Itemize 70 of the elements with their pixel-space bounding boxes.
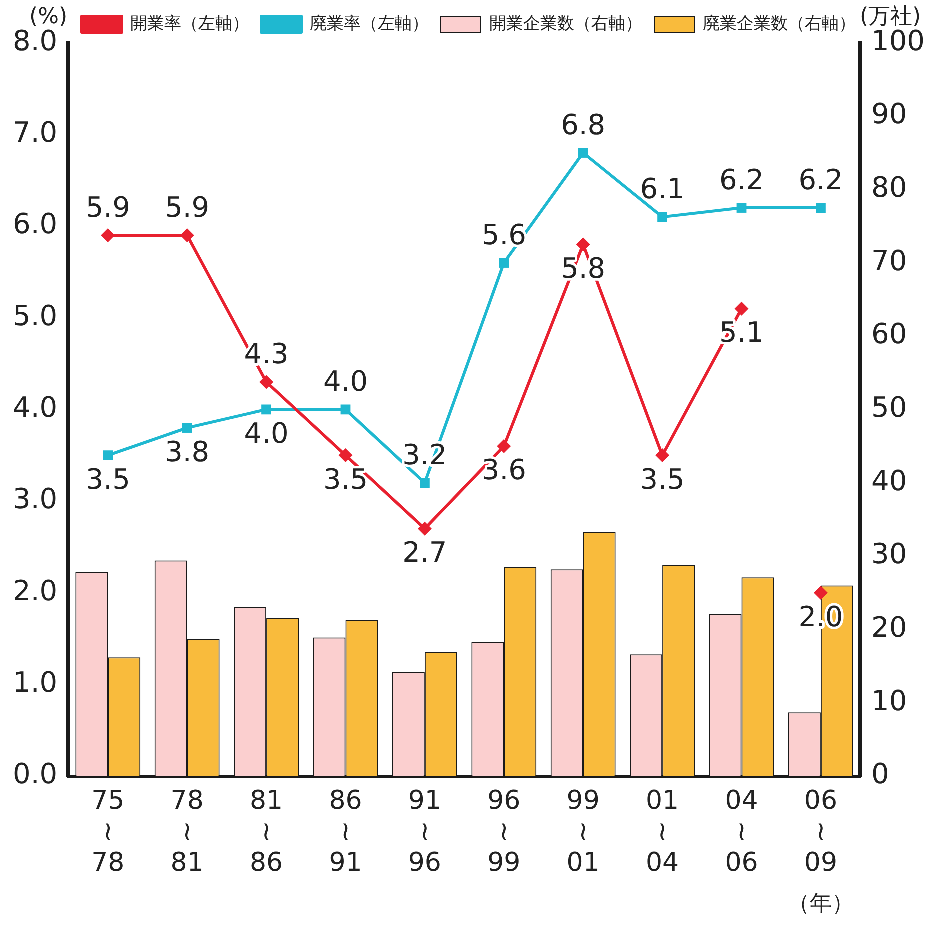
point bbox=[658, 212, 668, 222]
point bbox=[734, 302, 749, 316]
y2-tick-label: 90 bbox=[872, 98, 908, 131]
point bbox=[101, 228, 116, 243]
point bbox=[816, 203, 826, 213]
y-tick-label: 6.0 bbox=[13, 208, 58, 241]
x-tick-label: 96 ≀ 99 bbox=[488, 786, 521, 878]
data-label: 5.9 bbox=[86, 190, 130, 224]
data-label: 6.1 bbox=[640, 172, 685, 206]
point bbox=[260, 375, 274, 390]
y2-tick-label: 10 bbox=[872, 684, 908, 718]
data-label: 3.5 bbox=[323, 462, 368, 496]
x-tick-label: 81 ≀ 86 bbox=[250, 786, 284, 878]
x-tick-label: 04 ≀ 06 bbox=[725, 786, 758, 878]
data-label: 3.8 bbox=[165, 435, 210, 468]
point bbox=[338, 448, 353, 463]
point bbox=[736, 203, 747, 213]
x-axis-title: （年） bbox=[788, 892, 854, 917]
y2-tick-label: 40 bbox=[872, 464, 908, 498]
point bbox=[103, 450, 114, 460]
point bbox=[576, 238, 590, 252]
x-tick-label: 01 ≀ 04 bbox=[646, 786, 680, 878]
legend-label: 廃業企業数（右軸） bbox=[703, 14, 856, 34]
y-tick-label: 0.0 bbox=[13, 758, 58, 791]
legend-label: 廃業率（左軸） bbox=[310, 14, 429, 34]
y-tick-label: 1.0 bbox=[13, 666, 58, 700]
y-axis-title: (%) bbox=[29, 4, 68, 30]
data-label: 3.5 bbox=[640, 462, 685, 496]
legend-label: 開業率（左軸） bbox=[130, 14, 250, 34]
data-label: 6.2 bbox=[798, 163, 844, 196]
x-tick-label: 99 ≀ 01 bbox=[566, 786, 600, 878]
data-label: 5.6 bbox=[482, 218, 526, 252]
point bbox=[418, 522, 432, 536]
x-tick-label: 91 ≀ 96 bbox=[408, 786, 442, 878]
point bbox=[340, 404, 351, 415]
data-label: 4.0 bbox=[244, 416, 289, 450]
x-tick-label: 86 ≀ 91 bbox=[329, 786, 362, 878]
data-label: 2.7 bbox=[402, 536, 448, 570]
y-tick-label: 5.0 bbox=[13, 299, 58, 332]
y-tick-label: 4.0 bbox=[13, 390, 58, 424]
y2-tick-label: 20 bbox=[872, 611, 908, 644]
data-label: 6.8 bbox=[561, 108, 606, 142]
y2-tick-label: 70 bbox=[872, 244, 908, 278]
point bbox=[182, 423, 192, 433]
data-label: 5.9 bbox=[165, 190, 210, 224]
y2-tick-label: 50 bbox=[872, 390, 908, 424]
point bbox=[180, 228, 194, 243]
point bbox=[499, 258, 510, 268]
y2-axis-title: (万社) bbox=[860, 4, 922, 30]
y-tick-label: 2.0 bbox=[13, 574, 58, 608]
y-tick-label: 7.0 bbox=[13, 116, 58, 149]
x-tick-label: 78 ≀ 81 bbox=[170, 786, 204, 878]
point bbox=[656, 448, 670, 463]
point bbox=[814, 586, 828, 600]
x-tick-label: 75 ≀ 78 bbox=[92, 786, 125, 878]
point bbox=[420, 478, 430, 488]
y2-tick-label: 80 bbox=[872, 170, 908, 204]
data-label: 3.6 bbox=[482, 454, 526, 487]
x-tick-label: 06 ≀ 09 bbox=[804, 786, 838, 878]
y2-tick-label: 0 bbox=[872, 758, 890, 791]
point bbox=[578, 148, 588, 158]
data-label: 3.5 bbox=[86, 462, 130, 496]
y2-tick-label: 30 bbox=[872, 538, 908, 571]
y2-tick-label: 60 bbox=[872, 318, 908, 351]
point bbox=[262, 404, 272, 415]
data-label: 6.2 bbox=[719, 163, 764, 196]
point bbox=[497, 439, 512, 454]
data-label: 4.0 bbox=[323, 364, 368, 398]
legend-label: 開業企業数（右軸） bbox=[490, 14, 642, 34]
y-tick-label: 3.0 bbox=[13, 482, 58, 516]
